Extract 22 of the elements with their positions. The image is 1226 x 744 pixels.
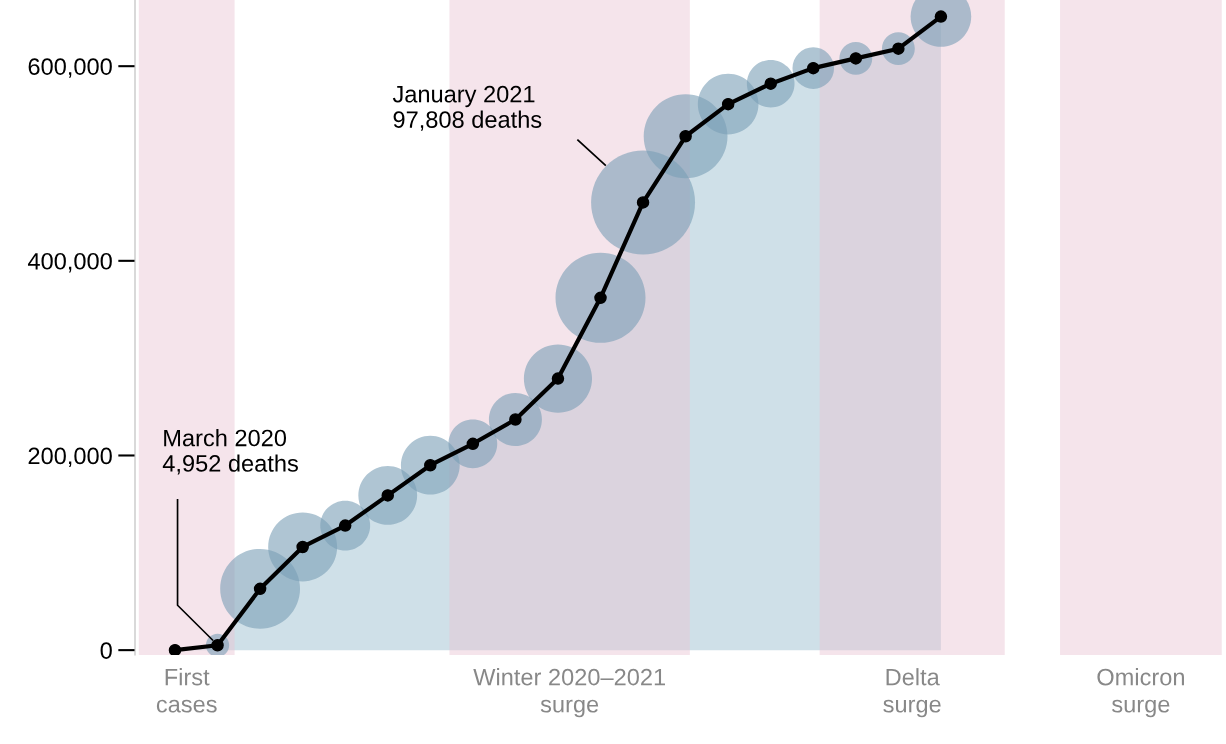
point xyxy=(594,291,607,305)
y-tick-label: 600,000 xyxy=(28,58,112,78)
point xyxy=(253,582,267,596)
text: First cases xyxy=(156,668,217,713)
text: Omicron surge xyxy=(1097,668,1184,718)
point xyxy=(721,97,735,111)
point xyxy=(509,413,522,426)
point xyxy=(934,10,948,23)
point xyxy=(679,130,692,143)
text: Delta surge xyxy=(883,668,941,718)
point xyxy=(636,196,650,209)
point xyxy=(424,458,437,472)
point xyxy=(168,643,182,655)
point xyxy=(381,489,395,502)
y-tick-label: 200,000 xyxy=(28,447,112,468)
text: Winter 2020–2021 surge xyxy=(473,668,665,718)
point xyxy=(296,540,309,554)
point xyxy=(551,372,565,385)
annotation: January 2021 97,808 deaths xyxy=(392,85,542,131)
y-tick-label: 0 xyxy=(100,642,112,659)
annotation: March 2020 4,952 deaths xyxy=(162,429,298,475)
y-tick-label: 400,000 xyxy=(27,252,112,273)
